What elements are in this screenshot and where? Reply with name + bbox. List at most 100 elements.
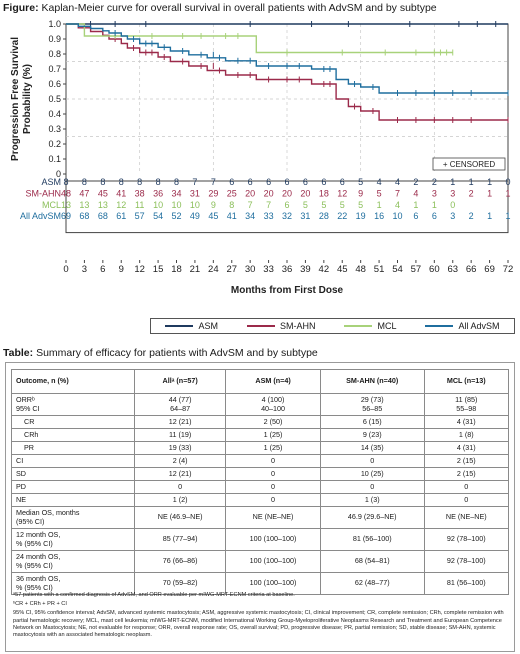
at-risk-count: 1 xyxy=(487,177,492,187)
chart-legend: ASM SM-AHN MCL All AdvSM xyxy=(150,318,515,334)
table-header-cell: MCL (n=13) xyxy=(423,369,510,394)
at-risk-count: 29 xyxy=(208,188,218,198)
table-cell: 4 (100) 40–100 xyxy=(225,393,321,416)
row-label: 24 month OS,% (95% CI) xyxy=(10,550,136,573)
at-risk-count: 4 xyxy=(395,200,400,210)
at-risk-count: 16 xyxy=(374,211,384,221)
table-cell: 70 (59–82) xyxy=(134,572,227,595)
table-cell: 0 xyxy=(225,454,321,468)
at-risk-count: 0 xyxy=(450,200,455,210)
table-row: 24 month OS,% (95% CI) 76 (66–86) 100 (100… xyxy=(10,550,510,573)
y-tick-label: 0.7 xyxy=(48,64,61,74)
y-tick-label: 0.8 xyxy=(48,49,61,59)
at-risk-count: 8 xyxy=(174,177,179,187)
at-risk-count: 9 xyxy=(211,200,216,210)
y-tick-label: 0.5 xyxy=(48,94,61,104)
x-tick-label: 21 xyxy=(190,264,201,275)
row-label: SD xyxy=(10,467,136,481)
table-row: ORRᵇ 95% CI 44 (77) 64–87 4 (100) 40–100 29 (7… xyxy=(10,393,510,416)
row-label: CR xyxy=(10,415,136,429)
at-risk-count: 69 xyxy=(61,211,71,221)
footnote: ᵇCR + CRh + PR + CI xyxy=(13,601,67,608)
at-risk-count: 4 xyxy=(395,177,400,187)
at-risk-count: 0 xyxy=(505,177,510,187)
at-risk-count: 41 xyxy=(227,211,237,221)
at-risk-count: 1 xyxy=(450,177,455,187)
at-risk-count: 10 xyxy=(190,200,200,210)
table-cell: 0 xyxy=(319,480,425,494)
x-tick-label: 6 xyxy=(100,264,105,275)
at-risk-count: 8 xyxy=(229,200,234,210)
x-tick-label: 33 xyxy=(263,264,274,275)
table-cell: NE (NE–NE) xyxy=(423,506,510,529)
legend-swatch xyxy=(344,325,373,327)
table-cell: 2 (4) xyxy=(134,454,227,468)
at-risk-count: 6 xyxy=(248,177,253,187)
at-risk-count: 7 xyxy=(248,200,253,210)
row-label: NE xyxy=(10,493,136,507)
table-cell: 4 (31) xyxy=(423,415,510,429)
at-risk-count: 5 xyxy=(303,200,308,210)
at-risk-row-label: ASM xyxy=(41,177,61,187)
km-chart: 0 0.1 0.2 0.3 0.4 0.5 0.6 0.7 0.8 0.9 1.0 Progressi… xyxy=(10,19,514,296)
censor-legend-label: + CENSORED xyxy=(443,160,495,169)
at-risk-count: 8 xyxy=(137,177,142,187)
x-tick-label: 48 xyxy=(355,264,366,275)
x-tick-label: 42 xyxy=(319,264,330,275)
x-tick-label: 27 xyxy=(226,264,237,275)
x-tick-label: 51 xyxy=(374,264,385,275)
row-label: 12 month OS,% (95% CI) xyxy=(10,528,136,551)
legend-label: All AdvSM xyxy=(458,321,500,331)
x-tick-label: 60 xyxy=(429,264,440,275)
at-risk-count: 1 xyxy=(432,200,437,210)
at-risk-count: 2 xyxy=(413,177,418,187)
at-risk-count: 5 xyxy=(358,177,363,187)
x-tick-label: 9 xyxy=(119,264,124,275)
table-cell: 1 (25) xyxy=(225,441,321,455)
x-tick-label: 15 xyxy=(153,264,164,275)
table-cell: NE (46.9–NE) xyxy=(134,506,227,529)
y-tick-label: 0.1 xyxy=(48,154,61,164)
at-risk-count: 1 xyxy=(413,200,418,210)
at-risk-count: 1 xyxy=(487,188,492,198)
x-tick-label: 57 xyxy=(411,264,422,275)
at-risk-count: 9 xyxy=(358,188,363,198)
table-cell: 2 (15) xyxy=(423,467,510,481)
legend-label: MCL xyxy=(377,321,397,331)
at-risk-count: 1 xyxy=(505,211,510,221)
at-risk-count: 6 xyxy=(266,177,271,187)
at-risk-count: 18 xyxy=(319,188,329,198)
at-risk-count: 3 xyxy=(450,188,455,198)
at-risk-count: 12 xyxy=(337,188,347,198)
at-risk-count: 49 xyxy=(190,211,200,221)
at-risk-count: 19 xyxy=(356,211,366,221)
x-tick-label: 69 xyxy=(484,264,495,275)
table-cell: 1 (3) xyxy=(319,493,425,507)
x-tick-label: 72 xyxy=(503,264,514,275)
footnote: ᵃ57 patients with a confirmed diagnosis … xyxy=(13,592,295,598)
at-risk-count: 12 xyxy=(116,200,126,210)
km-curve-all-advsm xyxy=(66,23,508,94)
at-risk-row-label: MCL xyxy=(42,200,61,210)
y-axis-label: Progression Free SurvivalProbability (%) xyxy=(10,37,33,161)
efficacy-table: Outcome, n (%) Allᵃ (n=57) ASM (n=4) SM-AHN… xyxy=(10,369,510,595)
footnote: 95% CI, 95% confidence interval; AdvSM, … xyxy=(13,610,504,639)
at-risk-count: 3 xyxy=(432,188,437,198)
table-cell: 1 (8) xyxy=(423,428,510,442)
x-tick-label: 0 xyxy=(63,264,68,275)
at-risk-count: 6 xyxy=(321,177,326,187)
x-tick-label: 24 xyxy=(208,264,219,275)
at-risk-count: 52 xyxy=(171,211,181,221)
legend-swatch xyxy=(246,325,275,327)
at-risk-count: 10 xyxy=(171,200,181,210)
table-cell: NE (NE–NE) xyxy=(225,506,321,529)
table-cell: 1 (25) xyxy=(225,428,321,442)
y-tick-label: 0.9 xyxy=(48,34,61,44)
table-cell: 0 xyxy=(423,480,510,494)
legend-item: ASM xyxy=(165,321,218,331)
row-label: Median OS, months (95% CI) xyxy=(10,506,136,529)
at-risk-count: 6 xyxy=(229,177,234,187)
table-row: 12 month OS,% (95% CI) 85 (77–94) 100 (100… xyxy=(10,528,510,551)
at-risk-count: 13 xyxy=(79,200,89,210)
table-cell: 100 (100–100) xyxy=(225,528,321,551)
